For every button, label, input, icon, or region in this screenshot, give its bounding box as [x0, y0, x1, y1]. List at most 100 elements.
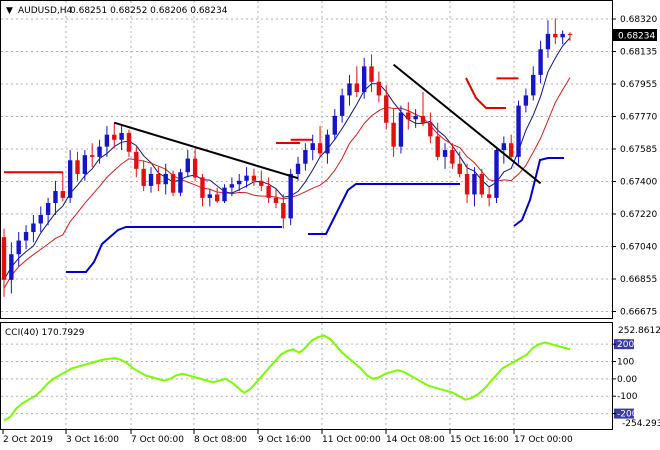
trendline [113, 121, 299, 180]
bullish-candle [9, 254, 14, 280]
bearish-candle [317, 143, 323, 154]
bearish-candle [384, 95, 389, 123]
bullish-candle [501, 143, 507, 151]
time-label: 14 Oct 08:00 [386, 435, 445, 445]
bullish-candle [178, 172, 183, 193]
bearish-candle [486, 194, 492, 198]
bullish-candle [244, 175, 249, 181]
bearish-candle [281, 202, 286, 219]
ohlc-values: 0.68251 0.68252 0.68206 0.68234 [70, 6, 228, 16]
bullish-candle [67, 160, 73, 198]
bullish-candle [538, 49, 543, 75]
bullish-candle [207, 194, 213, 198]
upper-band-line [465, 77, 506, 109]
bearish-candle [369, 66, 374, 82]
bullish-candle [516, 105, 521, 157]
bearish-candle [508, 143, 514, 157]
symbol-dropdown-arrow-icon[interactable]: ▼ [6, 6, 13, 16]
time-label: 15 Oct 16:00 [450, 435, 509, 445]
bullish-candle [97, 146, 102, 157]
bearish-candle [214, 194, 220, 202]
bearish-candle [450, 150, 455, 164]
bullish-candle [332, 115, 337, 135]
cci-level-label: 200 [617, 340, 634, 350]
time-axis[interactable]: 2 Oct 2019 3 Oct 16:00 7 Oct 00:00 8 Oct 08… [2, 430, 573, 445]
time-label: 11 Oct 00:00 [322, 435, 381, 445]
bullish-candle [531, 74, 536, 96]
bullish-candle [295, 163, 301, 174]
bullish-candle [16, 240, 21, 255]
bullish-candle [45, 202, 51, 215]
bullish-candle [237, 180, 242, 185]
bearish-candle [1, 237, 7, 280]
bearish-candle [428, 122, 433, 137]
price-axis[interactable]: 0.68320 0.68135 0.67955 0.67770 0.67585 0.674… [612, 15, 657, 318]
cci-axis: 200 100 0.00 -100 -200 [612, 339, 638, 420]
price-label: 0.66855 [620, 275, 657, 285]
bullish-candle [288, 173, 293, 219]
current-price-marker [613, 29, 657, 41]
bearish-candle [376, 81, 382, 96]
bearish-candle [266, 185, 271, 198]
lower-band-line [308, 183, 460, 235]
bearish-candle [457, 163, 462, 174]
bearish-candle [391, 122, 396, 147]
cci-level-marker [614, 339, 634, 350]
bullish-candle [104, 134, 110, 147]
bullish-candle [361, 66, 367, 92]
cci-line [3, 334, 571, 422]
price-label: 0.66675 [620, 308, 657, 318]
bullish-candle [303, 150, 308, 164]
bearish-candle [420, 115, 426, 123]
time-label: 17 Oct 00:00 [514, 435, 573, 445]
bullish-candle [545, 33, 551, 50]
bullish-candle [339, 95, 345, 116]
bearish-candle [112, 134, 117, 140]
bullish-candle [185, 158, 190, 173]
slow-ma-line [3, 77, 571, 289]
bearish-candle [170, 173, 176, 193]
price-label: 0.67955 [620, 80, 657, 90]
bullish-candle [119, 132, 124, 140]
bullish-candle [347, 83, 352, 96]
price-label: 0.67400 [620, 178, 657, 188]
bullish-candle [310, 143, 315, 151]
price-label: 0.68135 [620, 48, 657, 58]
fast-ma-line [3, 37, 571, 281]
bullish-candle [229, 184, 235, 188]
bullish-candle [38, 214, 43, 224]
time-label: 2 Oct 2019 [3, 435, 53, 445]
time-label: 8 Oct 08:00 [194, 435, 247, 445]
cci-level-label: 100 [617, 358, 634, 368]
bearish-candle [435, 136, 440, 157]
bearish-candle [259, 180, 264, 186]
bearish-candle [134, 151, 139, 169]
bearish-candle [251, 175, 257, 181]
symbol-timeframe: AUDUSD,H4 [18, 6, 73, 16]
cci-indicator [3, 334, 571, 422]
bearish-candle [273, 197, 279, 203]
bullish-candle [472, 173, 477, 195]
price-label: 0.68320 [620, 15, 657, 25]
bullish-candle [413, 115, 418, 120]
cci-pane[interactable] [0, 322, 613, 430]
bullish-candle [560, 33, 565, 38]
bearish-candle [200, 177, 205, 198]
bearish-candle [192, 158, 198, 178]
cci-level-label: 0.00 [617, 375, 637, 385]
bullish-candle [325, 134, 330, 154]
lower-band-line [66, 226, 282, 273]
price-label: 0.67040 [620, 243, 657, 253]
bearish-candle [75, 160, 80, 174]
bullish-candle [148, 173, 154, 186]
bearish-candle [126, 132, 132, 152]
bullish-candle [523, 95, 529, 106]
bullish-candle [23, 232, 29, 241]
trendline [392, 63, 542, 185]
bullish-candle [222, 187, 227, 202]
bearish-candle [479, 173, 484, 195]
bearish-candle [567, 33, 573, 35]
bearish-candle [60, 191, 66, 198]
